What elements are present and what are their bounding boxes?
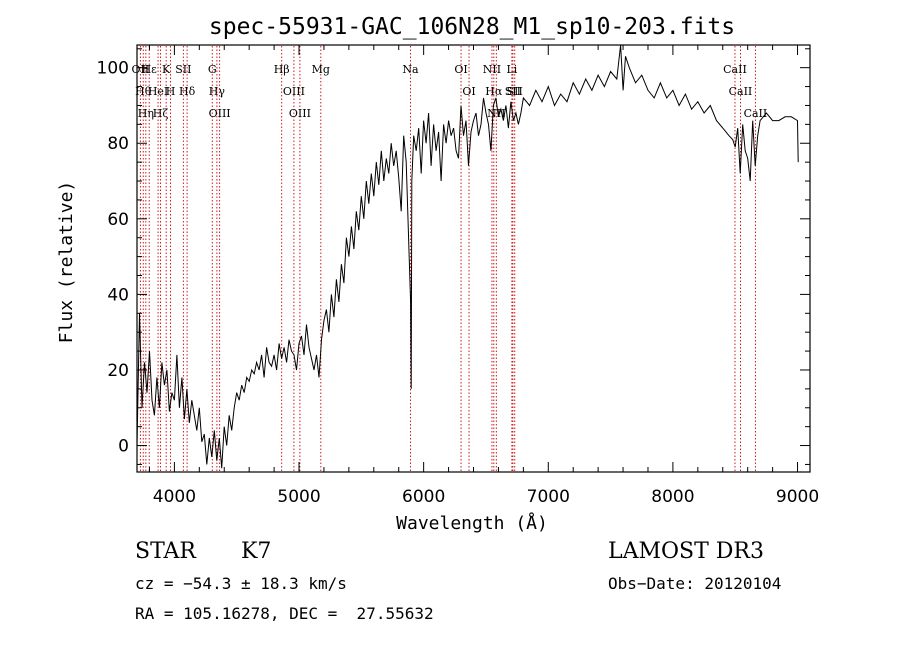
x-tick-label: 9000 — [776, 487, 819, 507]
spectral-line-label: Hα — [485, 85, 503, 98]
spectral-line-label: CaII — [744, 107, 768, 120]
spectral-line-label: CaII — [723, 63, 747, 76]
spectral-line-label: Hβ — [274, 63, 290, 76]
chart-title: spec-55931-GAC_106N28_M1_sp10-203.fits — [209, 14, 735, 40]
survey-name: LAMOST DR3 — [608, 539, 764, 564]
x-tick-label: 6000 — [402, 487, 445, 507]
y-tick-label: 60 — [107, 210, 129, 230]
spectral-line-label: Hε — [142, 63, 158, 76]
x-tick-label: 7000 — [527, 487, 570, 507]
y-axis-ticks: 0 20 40 60 80 100 — [97, 48, 810, 465]
spectral-line-label: Hθ — [135, 85, 152, 98]
x-axis-ticks: 4000 5000 6000 7000 8000 9000 — [148, 45, 819, 507]
spectral-lines-layer — [139, 46, 756, 471]
spectral-line-label: Hη — [138, 107, 154, 120]
spectrum-line — [136, 44, 799, 469]
spectral-line-label: SII — [505, 85, 521, 98]
x-tick-label: 5000 — [277, 487, 320, 507]
spectral-line-label: H — [166, 85, 176, 98]
spectral-line-label: OII — [132, 63, 150, 76]
spectral-line-label: G — [208, 63, 217, 76]
spectral-line-label: SII — [175, 63, 191, 76]
x-tick-label: 4000 — [153, 487, 196, 507]
spectral-line-label: K — [162, 63, 171, 76]
spectral-line-label: Hζ — [153, 107, 169, 120]
x-axis-label: Wavelength (Å) — [396, 512, 548, 534]
spectral-line-label: SII — [507, 85, 523, 98]
y-axis-label: Flux (relative) — [56, 181, 77, 344]
spectral-line-label: Hγ — [209, 85, 226, 98]
spectral-line-label: OIII — [283, 85, 305, 98]
object-subclass: K7 — [241, 539, 272, 564]
spectral-line-label: CaII — [729, 85, 753, 98]
spectral-line-label: OIII — [289, 107, 311, 120]
y-tick-label: 100 — [97, 59, 129, 79]
spectral-line-label: OI — [462, 85, 475, 98]
object-class: STAR — [135, 539, 196, 564]
y-tick-label: 80 — [107, 134, 129, 154]
y-tick-label: 0 — [118, 437, 129, 457]
spectral-line-label: OIII — [209, 107, 231, 120]
spectral-line-label: Hδ — [179, 85, 196, 98]
spectral-line-label: OI — [454, 63, 467, 76]
spectral-line-label: Na — [402, 63, 419, 76]
observation-date: Obs−Date: 20120104 — [608, 574, 782, 593]
spectral-line-label: NII — [483, 63, 501, 76]
redshift-cz: cz = −54.3 ± 18.3 km/s — [135, 574, 347, 593]
spectral-line-label: Mg — [312, 63, 330, 76]
spectral-line-labels: OII Hθ Hη Hε HeI Hζ KH SII Hδ G Hγ OIII Hβ OIII OIII Mg… — [132, 63, 768, 120]
ra-dec-coordinates: RA = 105.16278, DEC = 27.55632 — [135, 604, 434, 623]
plot-frame — [136, 44, 811, 473]
y-tick-label: 40 — [107, 285, 129, 305]
spectral-line-label: Li — [506, 63, 517, 76]
x-tick-label: 8000 — [651, 487, 694, 507]
y-tick-label: 20 — [107, 361, 129, 381]
spectral-line-label: HeI — [148, 85, 168, 98]
